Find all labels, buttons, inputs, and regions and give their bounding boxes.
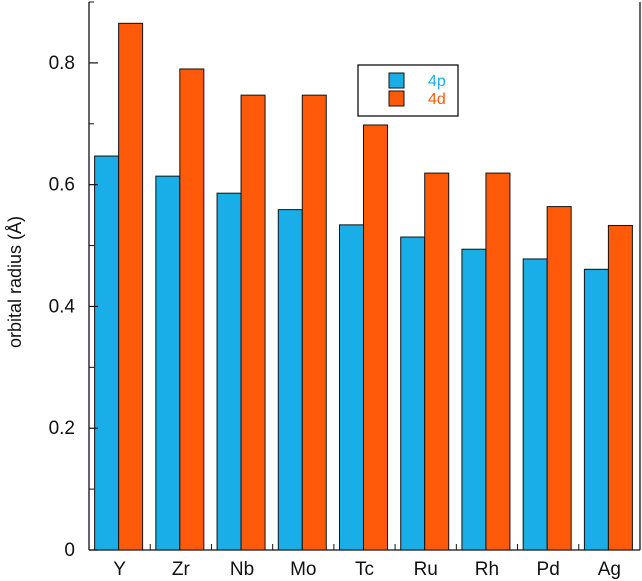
bar-4p-Ru — [400, 236, 426, 551]
legend-label-4p: 4p — [428, 73, 446, 90]
bar-4p-Rh — [461, 248, 487, 551]
x-axis-ticks: Y Zr Nb Mo Tc Ru Rh Pd Ag — [113, 544, 621, 580]
x-tick-label: Rh — [475, 559, 499, 580]
bar-4d-Ag — [607, 224, 633, 551]
x-tick-label: Tc — [355, 559, 374, 580]
bar-4p-Nb — [216, 192, 242, 551]
x-tick-label: Ag — [598, 559, 621, 580]
y-tick-label: 0 — [64, 540, 75, 561]
bar-4p-Pd — [522, 258, 548, 551]
y-tick-label: 0.2 — [49, 418, 75, 439]
legend-swatch-4p — [388, 72, 405, 89]
bars-group — [94, 22, 633, 551]
y-axis-ticks: 0 0.2 0.4 0.6 0.8 — [49, 1, 98, 561]
bar-4p-Tc — [339, 224, 364, 551]
bar-4d-Nb — [240, 94, 266, 551]
y-tick-label: 0.4 — [49, 296, 76, 317]
x-tick-label: Mo — [290, 559, 316, 580]
x-tick-label: Nb — [230, 559, 254, 580]
legend-label-4d: 4d — [428, 91, 446, 108]
y-axis-label: orbital radius (Å) — [5, 216, 25, 348]
x-tick-label: Y — [113, 559, 126, 580]
bar-4d-Tc — [363, 124, 388, 551]
bar-4p-Zr — [155, 175, 181, 551]
x-tick-label: Ru — [414, 559, 438, 580]
bar-4d-Ru — [424, 172, 450, 551]
bar-4d-Y — [118, 22, 144, 551]
x-tick-label: Pd — [537, 559, 560, 580]
bar-4d-Pd — [546, 206, 572, 551]
y-tick-label: 0.8 — [49, 53, 75, 74]
y-tick-label: 0.6 — [49, 175, 75, 196]
legend-swatch-4d — [388, 90, 405, 107]
x-tick-label: Zr — [172, 559, 191, 580]
bar-4d-Mo — [301, 94, 327, 551]
bar-4p-Mo — [277, 209, 303, 551]
bar-4d-Zr — [179, 68, 205, 551]
legend-box — [357, 64, 459, 117]
bar-4d-Rh — [485, 172, 511, 551]
bar-4p-Ag — [583, 268, 609, 551]
bar-4p-Y — [94, 155, 120, 551]
